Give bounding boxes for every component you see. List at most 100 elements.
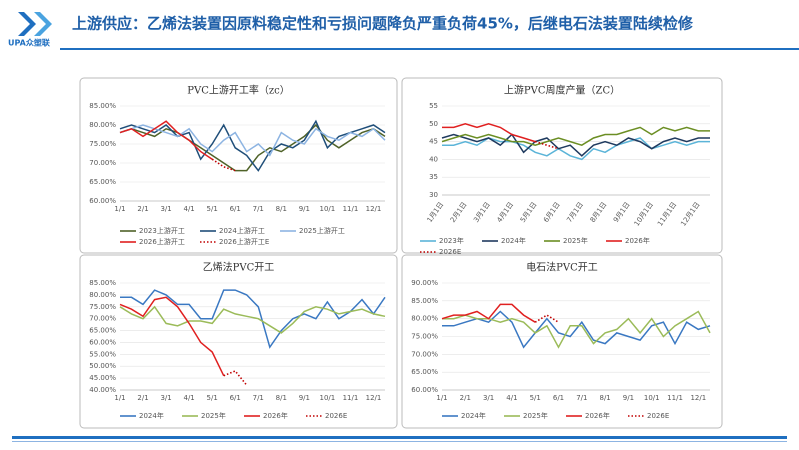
x-tick-label: 11/1	[343, 394, 359, 402]
footer-rule	[12, 436, 787, 439]
y-tick-label: 80.00%	[411, 315, 438, 323]
legend-label: 2026年	[263, 411, 288, 420]
series-line	[441, 133, 710, 157]
legend-label: 2026E	[439, 248, 461, 256]
y-tick-label: 50	[429, 120, 438, 128]
x-tick-label: 3/1	[483, 394, 494, 402]
x-tick-label: 3/1	[160, 394, 171, 402]
legend-label: 2023年	[439, 236, 464, 245]
x-tick-label: 6/1	[230, 394, 241, 402]
x-tick-label: 5/1	[207, 394, 218, 402]
legend-label: 2026E	[325, 412, 347, 420]
legend-label: 2026年	[625, 236, 650, 245]
x-tick-label: 2/1	[137, 394, 148, 402]
y-tick-label: 45	[429, 138, 438, 146]
y-tick-label: 70.00%	[411, 350, 438, 358]
x-tick-label: 10/1	[644, 394, 660, 402]
x-tick-label: 1/1	[436, 394, 447, 402]
series-line	[534, 140, 559, 150]
y-tick-label: 60.00%	[89, 197, 116, 205]
x-tick-label: 2/1	[460, 394, 471, 402]
x-tick-label: 10/1	[320, 205, 336, 213]
logo-mark	[34, 12, 52, 36]
y-tick-label: 85.00%	[89, 102, 116, 110]
y-tick-label: 70.00%	[89, 159, 116, 167]
legend-label: 2024年	[139, 411, 164, 420]
chart-frame	[79, 77, 398, 254]
chart-title: PVC上游开工率（zc）	[187, 84, 289, 97]
y-tick-label: 60.00%	[411, 386, 438, 394]
y-tick-label: 35	[429, 173, 438, 181]
x-tick-label: 9/1	[623, 394, 634, 402]
y-tick-label: 80.00%	[89, 291, 116, 299]
logo-text: UPA众塑联	[8, 38, 50, 48]
x-tick-label: 9/1	[299, 205, 310, 213]
legend-label: 2024年	[461, 411, 486, 420]
x-tick-label: 7/1	[253, 205, 264, 213]
series-line	[223, 370, 248, 386]
series-line	[442, 310, 711, 349]
legend-label: 2024上游开工	[219, 226, 265, 235]
x-tick-label: 10/1	[320, 394, 336, 402]
x-tick-label: 5/1	[207, 205, 218, 213]
y-tick-label: 75.00%	[89, 140, 116, 148]
x-tick-label: 11/1	[343, 205, 359, 213]
legend-label: 2023上游开工	[139, 226, 185, 235]
legend-label: 2025年	[201, 411, 226, 420]
series-line	[120, 289, 386, 349]
y-tick-label: 75.00%	[411, 333, 438, 341]
x-tick-label: 6/1	[230, 205, 241, 213]
chart-title: 上游PVC周度产量（ZC）	[504, 84, 620, 97]
x-tick-label: 3/1	[160, 205, 171, 213]
x-tick-label: 2/1	[137, 205, 148, 213]
series-line	[441, 126, 710, 147]
x-tick-label: 6/1	[553, 394, 564, 402]
y-tick-label: 65.00%	[89, 178, 116, 186]
series-line	[119, 296, 225, 377]
y-tick-label: 80.00%	[89, 121, 116, 129]
y-tick-label: 85.00%	[411, 297, 438, 305]
legend-label: 2025年	[563, 236, 588, 245]
series-line	[534, 314, 559, 323]
x-tick-label: 4/1	[183, 205, 194, 213]
y-tick-label: 70.00%	[89, 315, 116, 323]
x-tick-label: 4/1	[183, 394, 194, 402]
series-line	[119, 305, 386, 334]
legend-label: 2026上游开工	[139, 237, 185, 246]
series-line	[119, 124, 386, 157]
footer-rule	[12, 441, 787, 442]
chart-title: 乙烯法PVC开工	[203, 261, 275, 274]
y-tick-label: 50.00%	[89, 362, 116, 370]
y-tick-label: 65.00%	[89, 327, 116, 335]
series-line	[441, 303, 536, 323]
logo	[18, 12, 52, 36]
slide-title: 上游供应：乙烯法装置因原料稳定性和亏损问题降负严重负荷45%，后继电石法装置陆续…	[72, 15, 694, 33]
chart-frame	[401, 77, 723, 254]
x-tick-label: 8/1	[276, 394, 287, 402]
chart-title: 电石法PVC开工	[526, 261, 598, 274]
legend-label: 2025年	[523, 411, 548, 420]
x-tick-label: 7/1	[576, 394, 587, 402]
x-tick-label: 7/1	[253, 394, 264, 402]
series-line	[442, 123, 536, 143]
header-rule	[60, 48, 799, 50]
y-tick-label: 45.00%	[89, 374, 116, 382]
legend-label: 2024年	[501, 236, 526, 245]
x-tick-label: 11/1	[667, 394, 683, 402]
legend-label: 2026年	[585, 411, 610, 420]
x-tick-label: 8/1	[276, 205, 287, 213]
legend-label: 2025上游开工	[299, 226, 345, 235]
y-tick-label: 55	[429, 102, 438, 110]
y-tick-label: 65.00%	[411, 368, 438, 376]
legend-label: 2026上游开工E	[219, 237, 269, 246]
x-tick-label: 12/1	[366, 205, 382, 213]
y-tick-label: 60.00%	[89, 338, 116, 346]
series-line	[119, 119, 386, 172]
series-line	[211, 158, 236, 172]
legend-label: 2026E	[647, 412, 669, 420]
y-tick-label: 30	[429, 191, 438, 199]
x-tick-label: 4/1	[506, 394, 517, 402]
x-tick-label: 12/1	[366, 394, 382, 402]
y-tick-label: 85.00%	[89, 279, 116, 287]
series-line	[119, 120, 213, 160]
